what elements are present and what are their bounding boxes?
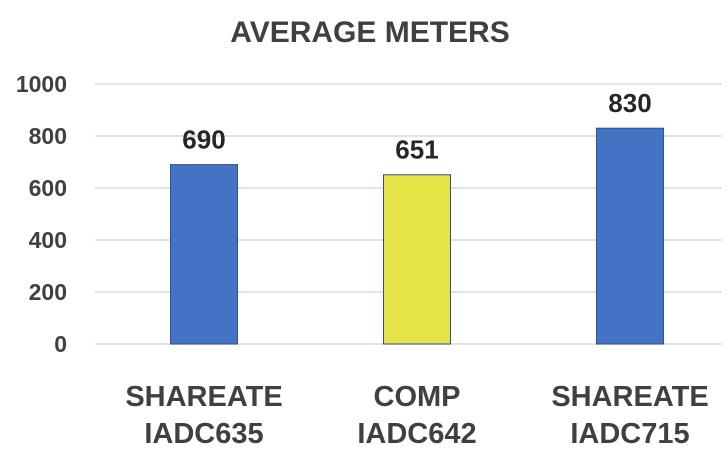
bar — [170, 164, 238, 345]
data-label: 830 — [608, 88, 651, 118]
category-label: SHAREATE — [125, 381, 282, 413]
y-axis-ticks: 0 200 400 600 800 1000 — [16, 71, 67, 357]
data-label: 690 — [182, 125, 225, 155]
y-tick-label: 400 — [29, 227, 67, 253]
category-label: IADC715 — [570, 418, 689, 450]
y-tick-label: 0 — [54, 331, 67, 357]
chart-title: AVERAGE METERS — [230, 16, 509, 49]
data-label: 651 — [395, 135, 438, 165]
y-tick-label: 800 — [29, 123, 67, 149]
y-tick-label: 200 — [29, 279, 67, 305]
x-axis-categories: SHAREATE IADC635 COMP IADC642 SHAREATE IADC71… — [125, 381, 708, 450]
category-label: IADC635 — [144, 418, 263, 450]
category-label: SHAREATE — [551, 381, 708, 413]
category-label: COMP — [374, 381, 461, 413]
bar — [596, 127, 664, 345]
y-tick-label: 1000 — [16, 71, 67, 97]
category-label: IADC642 — [357, 418, 476, 450]
bar — [383, 174, 451, 345]
data-labels: 690 651 830 — [182, 88, 651, 165]
y-tick-label: 600 — [29, 175, 67, 201]
bars — [170, 127, 664, 345]
